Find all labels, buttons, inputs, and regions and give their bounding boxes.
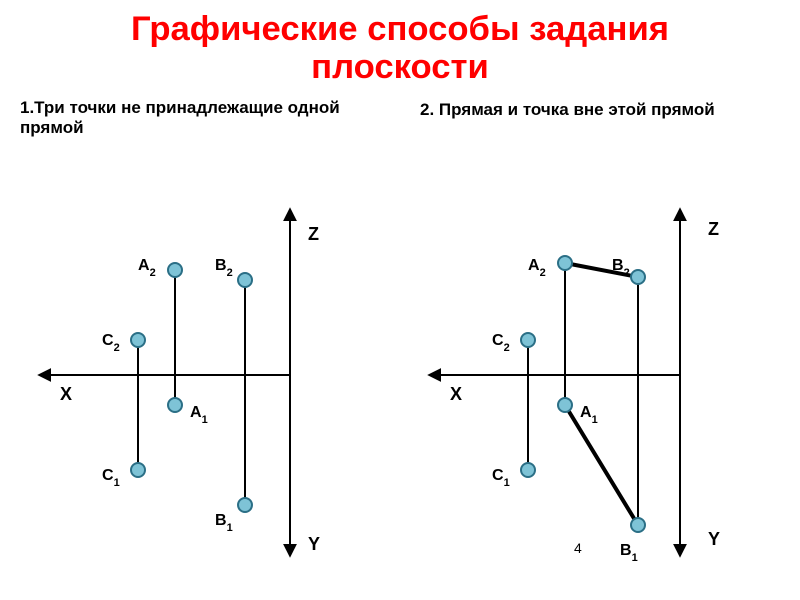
svg-text:X: X — [450, 384, 462, 404]
svg-text:A2: A2 — [528, 257, 546, 279]
title-line1: Графические способы задания — [0, 10, 800, 48]
right-diagram: XZYA2A1B2B1C2C1 — [420, 195, 780, 585]
svg-text:B1: B1 — [215, 512, 233, 534]
svg-text:X: X — [60, 384, 72, 404]
svg-text:B2: B2 — [215, 257, 233, 279]
svg-text:Z: Z — [308, 224, 319, 244]
svg-text:Y: Y — [308, 534, 320, 554]
page-title: Графические способы задания плоскости — [0, 10, 800, 86]
svg-text:A1: A1 — [580, 404, 598, 426]
svg-text:A1: A1 — [190, 404, 208, 426]
left-diagram: X Z Y A2 A1 B2 B1 C2 C1 — [30, 195, 390, 585]
svg-text:Z: Z — [708, 219, 719, 239]
svg-text:C2: C2 — [102, 332, 120, 354]
svg-text:C2: C2 — [492, 332, 510, 354]
page-number: 4 — [574, 540, 582, 556]
svg-text:Y: Y — [708, 529, 720, 549]
subtitle-right: 2. Прямая и точка вне этой прямой — [420, 100, 715, 120]
subtitle-left: 1.Три точки не принадлежащие одной прямо… — [20, 98, 380, 138]
title-line2: плоскости — [0, 48, 800, 86]
svg-text:A2: A2 — [138, 257, 156, 279]
svg-text:C1: C1 — [492, 467, 510, 489]
svg-text:B1: B1 — [620, 542, 638, 564]
svg-text:C1: C1 — [102, 467, 120, 489]
